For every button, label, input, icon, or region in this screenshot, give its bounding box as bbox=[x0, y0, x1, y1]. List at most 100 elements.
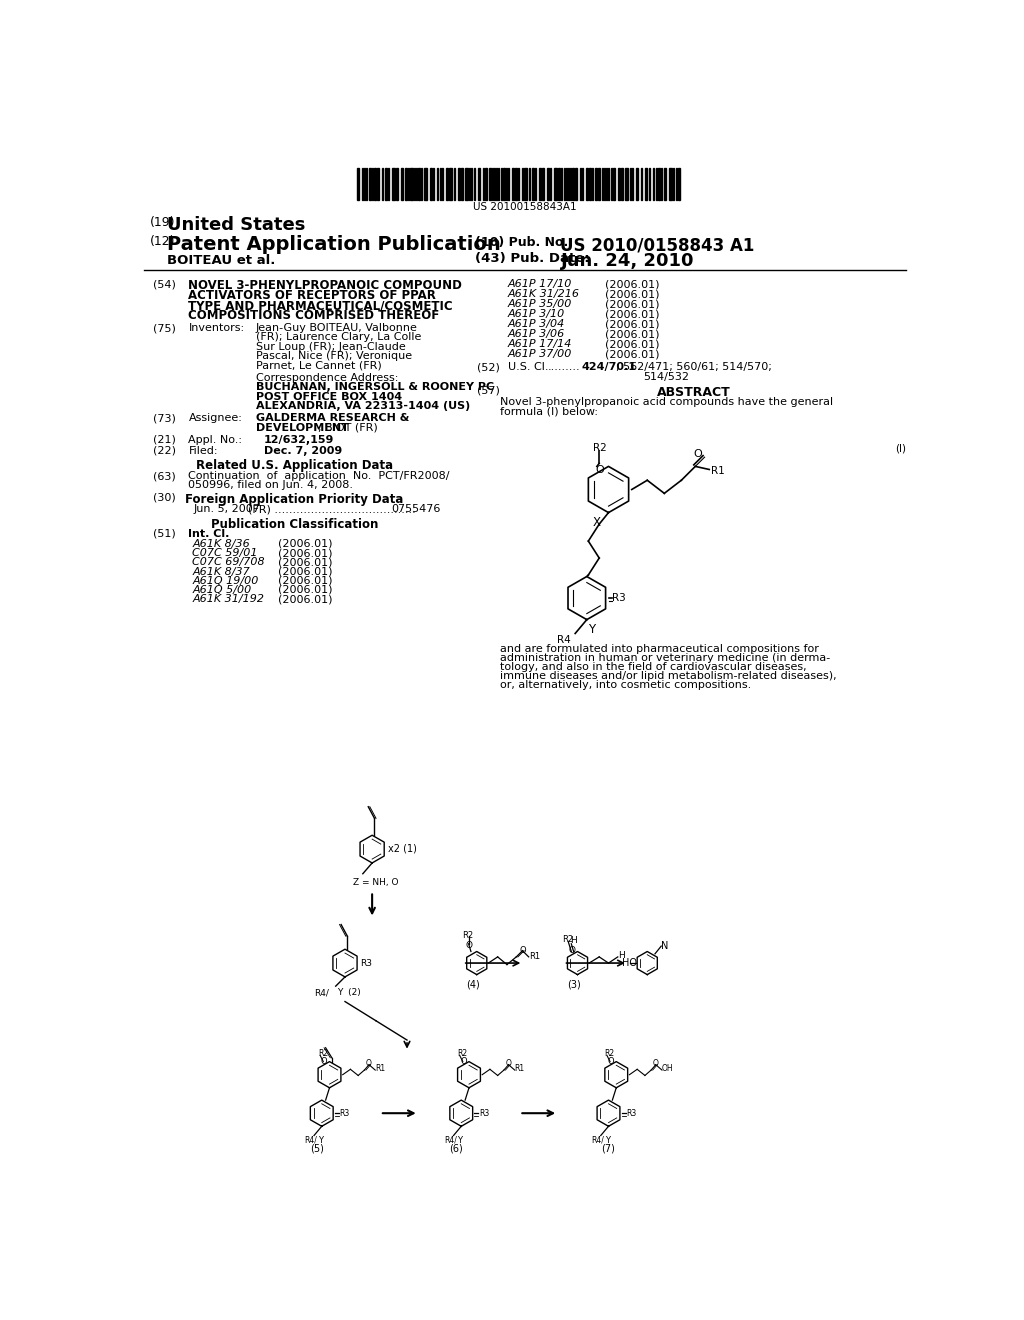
Text: R1: R1 bbox=[375, 1064, 385, 1073]
Bar bbox=[524, 168, 527, 199]
Text: Sur Loup (FR); Jean-Claude: Sur Loup (FR); Jean-Claude bbox=[256, 342, 406, 351]
Text: R2: R2 bbox=[604, 1049, 614, 1059]
Text: R1: R1 bbox=[711, 466, 725, 475]
Text: (10) Pub. No.:: (10) Pub. No.: bbox=[475, 236, 573, 249]
Bar bbox=[430, 168, 432, 199]
Text: TYPE AND PHARMACEUTICAL/COSMETIC: TYPE AND PHARMACEUTICAL/COSMETIC bbox=[188, 300, 453, 313]
Bar bbox=[543, 168, 545, 199]
Bar bbox=[547, 168, 549, 199]
Text: (5): (5) bbox=[310, 1143, 324, 1154]
Text: Correspondence Address:: Correspondence Address: bbox=[256, 374, 398, 383]
Bar bbox=[586, 168, 588, 199]
Text: A61P 35/00: A61P 35/00 bbox=[508, 300, 572, 309]
Text: O: O bbox=[607, 1057, 614, 1067]
Text: (2006.01): (2006.01) bbox=[604, 309, 659, 319]
Bar bbox=[450, 168, 452, 199]
Text: A61K 31/192: A61K 31/192 bbox=[193, 594, 264, 605]
Bar bbox=[515, 168, 517, 199]
Text: R3: R3 bbox=[340, 1109, 350, 1118]
Text: Y: Y bbox=[589, 623, 596, 636]
Text: ACTIVATORS OF RECEPTORS OF PPAR: ACTIVATORS OF RECEPTORS OF PPAR bbox=[188, 289, 436, 302]
Text: ABSTRACT: ABSTRACT bbox=[656, 385, 731, 399]
Text: R4/: R4/ bbox=[444, 1135, 457, 1144]
Bar bbox=[625, 168, 628, 199]
Bar bbox=[678, 168, 680, 199]
Bar bbox=[356, 168, 358, 199]
Text: (22): (22) bbox=[153, 446, 176, 455]
Bar bbox=[658, 168, 660, 199]
Text: A61K 31/216: A61K 31/216 bbox=[508, 289, 580, 300]
Text: R4: R4 bbox=[557, 635, 571, 645]
Bar bbox=[598, 168, 600, 199]
Text: Jean-Guy BOITEAU, Valbonne: Jean-Guy BOITEAU, Valbonne bbox=[256, 323, 418, 333]
Text: (57): (57) bbox=[477, 385, 500, 396]
Text: (2006.01): (2006.01) bbox=[278, 594, 332, 605]
Text: R4/: R4/ bbox=[305, 1135, 317, 1144]
Text: .........: ......... bbox=[548, 363, 581, 372]
Text: R3: R3 bbox=[611, 594, 626, 603]
Bar bbox=[377, 168, 379, 199]
Text: O: O bbox=[321, 1057, 328, 1067]
Bar bbox=[396, 168, 397, 199]
Text: R2: R2 bbox=[562, 936, 573, 944]
Text: Z = NH, O: Z = NH, O bbox=[352, 878, 398, 887]
Text: BOITEAU et al.: BOITEAU et al. bbox=[167, 253, 275, 267]
Text: (2006.01): (2006.01) bbox=[604, 280, 659, 289]
Text: (52): (52) bbox=[477, 363, 500, 372]
Text: A61Q 5/00: A61Q 5/00 bbox=[193, 585, 252, 595]
Bar bbox=[612, 168, 614, 199]
Bar bbox=[504, 168, 505, 199]
Text: R1: R1 bbox=[528, 952, 540, 961]
Text: O: O bbox=[506, 1059, 511, 1068]
Bar bbox=[557, 168, 559, 199]
Text: or, alternatively, into cosmetic compositions.: or, alternatively, into cosmetic composi… bbox=[500, 681, 752, 690]
Text: 424/70.1: 424/70.1 bbox=[582, 363, 636, 372]
Text: (4): (4) bbox=[466, 979, 480, 990]
Bar bbox=[374, 168, 376, 199]
Text: (19): (19) bbox=[150, 216, 175, 230]
Text: Jun. 5, 2007: Jun. 5, 2007 bbox=[194, 504, 261, 513]
Text: HO: HO bbox=[623, 958, 638, 969]
Text: Pascal, Nice (FR); Veronique: Pascal, Nice (FR); Veronique bbox=[256, 351, 412, 360]
Text: C07C 69/708: C07C 69/708 bbox=[193, 557, 265, 568]
Text: Dec. 7, 2009: Dec. 7, 2009 bbox=[263, 446, 342, 455]
Text: Filed:: Filed: bbox=[188, 446, 218, 455]
Bar bbox=[446, 168, 449, 199]
Text: O: O bbox=[652, 1059, 658, 1068]
Text: Int. Cl.: Int. Cl. bbox=[188, 529, 229, 539]
Text: OH: OH bbox=[662, 1064, 674, 1073]
Text: Publication Classification: Publication Classification bbox=[211, 517, 378, 531]
Text: R3: R3 bbox=[360, 960, 373, 968]
Bar bbox=[418, 168, 420, 199]
Text: (51): (51) bbox=[153, 529, 175, 539]
Text: A61P 17/14: A61P 17/14 bbox=[508, 339, 572, 350]
Text: Assignee:: Assignee: bbox=[188, 413, 243, 424]
Text: O: O bbox=[568, 946, 575, 956]
Text: X: X bbox=[593, 516, 601, 529]
Bar bbox=[392, 168, 395, 199]
Text: R4/: R4/ bbox=[592, 1135, 604, 1144]
Text: H: H bbox=[617, 952, 625, 961]
Bar bbox=[512, 168, 514, 199]
Text: COMPOSITIONS COMPRISED THEREOF: COMPOSITIONS COMPRISED THEREOF bbox=[188, 309, 439, 322]
Text: Jun. 24, 2010: Jun. 24, 2010 bbox=[560, 252, 694, 269]
Text: (3): (3) bbox=[566, 979, 581, 990]
Text: O: O bbox=[595, 465, 604, 475]
Text: R2: R2 bbox=[317, 1049, 328, 1059]
Text: A61P 3/10: A61P 3/10 bbox=[508, 309, 565, 319]
Text: (2006.01): (2006.01) bbox=[278, 576, 332, 586]
Text: NOVEL 3-PHENYLPROPANOIC COMPOUND: NOVEL 3-PHENYLPROPANOIC COMPOUND bbox=[188, 280, 462, 292]
Text: formula (I) below:: formula (I) below: bbox=[500, 407, 598, 416]
Text: (2006.01): (2006.01) bbox=[604, 319, 659, 329]
Text: (FR) .......................................: (FR) ...................................… bbox=[248, 504, 416, 513]
Text: O: O bbox=[693, 449, 702, 459]
Bar bbox=[595, 168, 597, 199]
Text: (63): (63) bbox=[153, 471, 175, 480]
Text: (2006.01): (2006.01) bbox=[278, 548, 332, 558]
Text: (2006.01): (2006.01) bbox=[604, 339, 659, 350]
Text: (30): (30) bbox=[153, 492, 175, 503]
Bar bbox=[636, 168, 638, 199]
Text: N: N bbox=[662, 941, 669, 952]
Text: A61P 3/06: A61P 3/06 bbox=[508, 330, 565, 339]
Text: O: O bbox=[519, 946, 526, 956]
